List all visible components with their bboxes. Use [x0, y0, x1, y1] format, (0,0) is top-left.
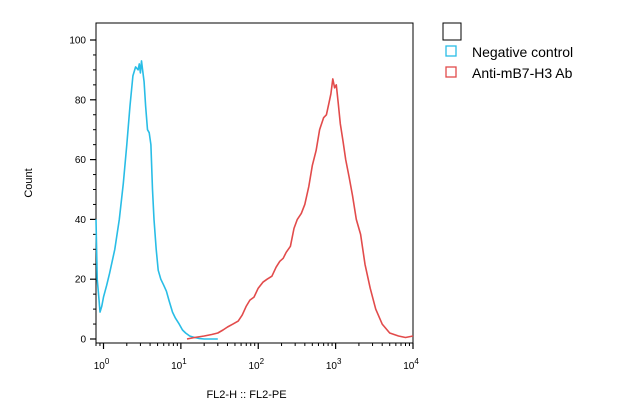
- y-tick-label: 80: [75, 95, 87, 106]
- x-axis: 100 101 102 103 104: [94, 343, 419, 372]
- legend-swatch-anti-mb7-h3-ab: [445, 66, 457, 78]
- y-tick-label: 40: [75, 215, 87, 226]
- x-tick-label: 102: [248, 357, 264, 372]
- series-line-negative-control: [95, 60, 218, 340]
- series-line-anti-mb7-h3-ab: [186, 78, 414, 340]
- legend: Negative control Anti-mB7-H3 Ab: [442, 22, 573, 81]
- x-axis-label: FL2-H :: FL2-PE: [206, 389, 286, 401]
- legend-header-box: [442, 22, 462, 41]
- legend-label-negative-control: Negative control: [472, 44, 573, 60]
- x-tick-label: 103: [326, 357, 342, 372]
- y-tick-label: 0: [80, 335, 86, 346]
- x-tick-label: 100: [94, 357, 110, 372]
- series-group: [95, 60, 414, 340]
- y-tick-label: 60: [75, 155, 87, 166]
- y-tick-label: 20: [75, 275, 87, 286]
- x-tick-label: 104: [403, 357, 419, 372]
- y-axis-label: Count: [23, 168, 35, 197]
- y-tick-label: 100: [69, 36, 86, 47]
- legend-swatch-negative-control: [445, 45, 457, 57]
- x-tick-label: 101: [171, 357, 187, 372]
- legend-label-anti-mb7-h3-ab: Anti-mB7-H3 Ab: [472, 65, 573, 81]
- y-axis: 0 20 40 60 80 100: [69, 36, 96, 346]
